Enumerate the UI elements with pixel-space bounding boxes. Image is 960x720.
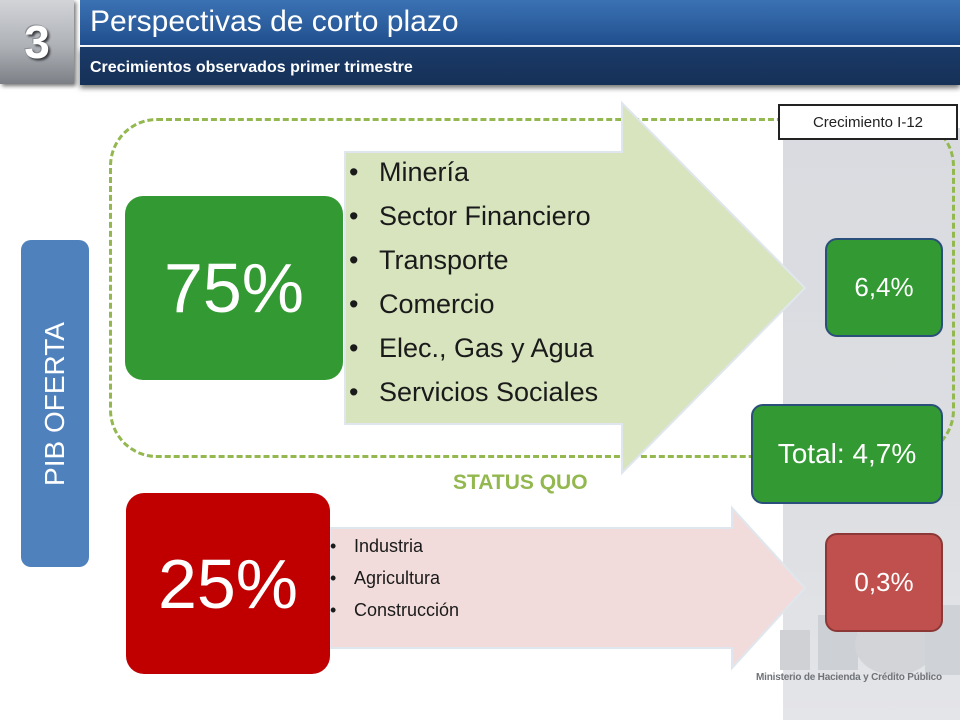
list-item: Construcción [330, 594, 459, 626]
lower-sectors-list: Industria Agricultura Construcción [330, 530, 459, 626]
pib-oferta-box: PIB OFERTA [21, 240, 89, 567]
ministry-footer-text: Ministerio de Hacienda y Crédito Público [756, 672, 942, 683]
pib-oferta-label: PIB OFERTA [39, 321, 71, 486]
list-item: Minería [347, 150, 598, 194]
lower-share-box: 25% [126, 493, 330, 674]
section-number-badge: 3 [0, 0, 74, 84]
status-quo-label: STATUS QUO [453, 471, 588, 494]
growth-label: Crecimiento I-12 [778, 104, 958, 140]
page-title: Perspectivas de corto plazo [90, 5, 459, 38]
total-growth-value: Total: 4,7% [751, 404, 943, 504]
title-bar: Perspectivas de corto plazo [80, 0, 960, 45]
upper-sectors-list: Minería Sector Financiero Transporte Com… [347, 150, 598, 414]
upper-share-box: 75% [125, 196, 343, 380]
subtitle-bar: Crecimientos observados primer trimestre [80, 47, 960, 85]
list-item: Elec., Gas y Agua [347, 326, 598, 370]
list-item: Comercio [347, 282, 598, 326]
status-quo-dashed-frame [109, 118, 955, 458]
list-item: Servicios Sociales [347, 370, 598, 414]
list-item: Industria [330, 530, 459, 562]
lower-growth-value: 0,3% [825, 533, 943, 632]
page-subtitle: Crecimientos observados primer trimestre [90, 59, 413, 76]
list-item: Transporte [347, 238, 598, 282]
upper-growth-value: 6,4% [825, 238, 943, 337]
list-item: Agricultura [330, 562, 459, 594]
list-item: Sector Financiero [347, 194, 598, 238]
